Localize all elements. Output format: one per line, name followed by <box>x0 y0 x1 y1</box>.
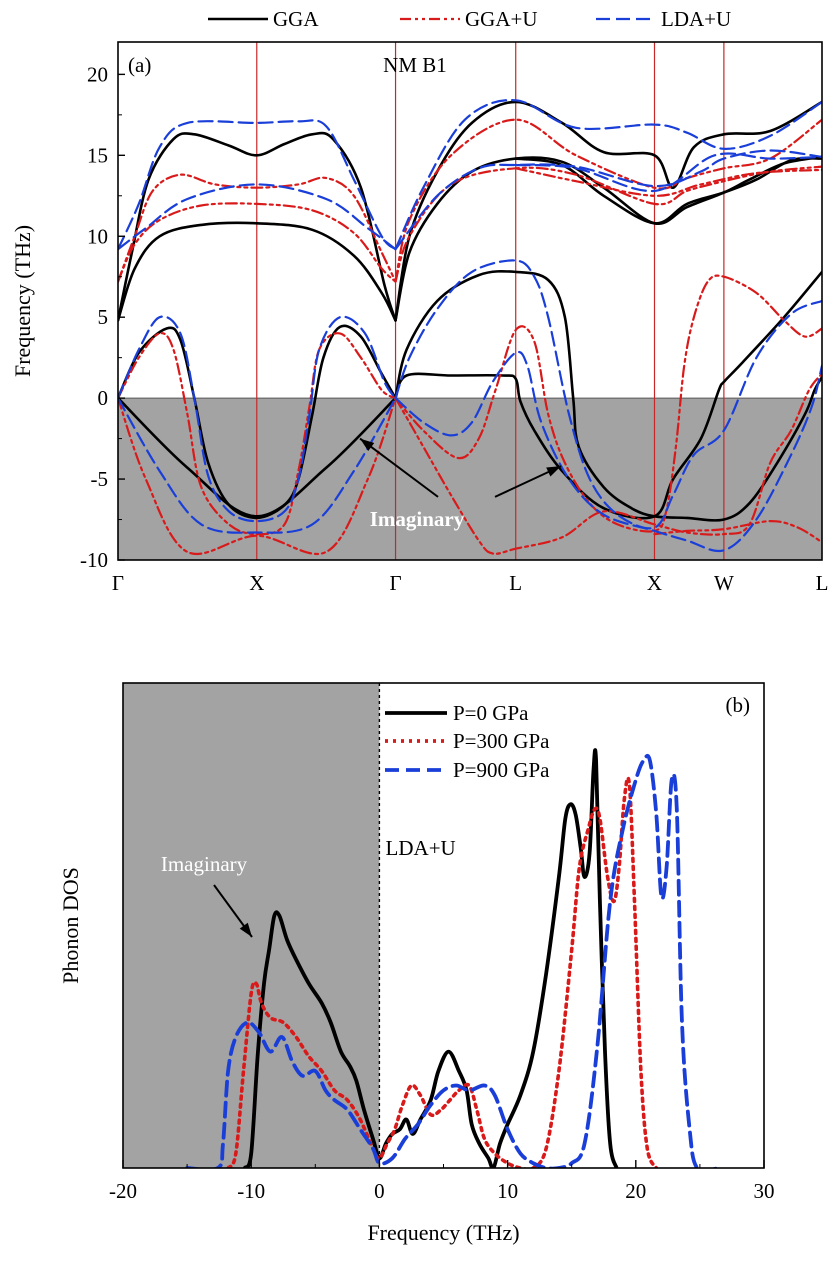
branch-1-2 <box>118 332 397 536</box>
x-tick-label-a-2: Γ <box>389 571 401 595</box>
y-tick-label-a-2: 0 <box>98 386 109 410</box>
dos-series-p-0-gpa <box>242 748 619 1168</box>
imaginary-label-a: Imaginary <box>370 507 465 531</box>
branch-0-6 <box>394 155 822 322</box>
branch-2-5 <box>394 259 822 530</box>
x-tick-label-a-4: X <box>647 571 662 595</box>
branch-0-3 <box>118 396 397 518</box>
branch-1-3 <box>118 397 397 555</box>
y-axis-label-b: Phonon DOS <box>58 867 83 984</box>
x-tick-label-a-5: W <box>714 571 734 595</box>
x-tick-label-b-4: 20 <box>625 1179 646 1203</box>
series-gga <box>118 100 822 522</box>
x-tick-label-a-1: X <box>249 571 264 595</box>
branch-2-3 <box>118 397 397 534</box>
branch-0-4 <box>394 269 822 522</box>
branch-1-1 <box>118 173 397 283</box>
legend-label-a-1: GGA+U <box>465 7 538 31</box>
legend-label-b-1: P=300 GPa <box>453 729 550 753</box>
branch-1-8 <box>394 118 822 283</box>
branch-1-7 <box>394 165 822 283</box>
phase-annotation-a: NM B1 <box>383 53 447 77</box>
x-axis-label-b: Frequency (THz) <box>367 1220 519 1245</box>
legend-label-a-0: GGA <box>273 7 319 31</box>
y-tick-label-a-4: 10 <box>87 224 108 248</box>
branch-1-9 <box>514 167 822 197</box>
dos-series-p-900-gpa <box>185 753 721 1168</box>
legend-panel-b: P=0 GPa P=300 GPa P=900 GPa <box>385 701 550 782</box>
branch-1-4 <box>394 274 822 533</box>
y-tick-label-a-1: -5 <box>91 467 109 491</box>
branch-2-8 <box>514 152 822 193</box>
legend-label-b-2: P=900 GPa <box>453 758 550 782</box>
series-lda-u <box>118 99 822 553</box>
imaginary-region-b <box>123 683 380 1168</box>
branch-0-8 <box>514 156 822 225</box>
imaginary-arrow-b <box>213 884 253 938</box>
branch-0-0 <box>118 221 397 322</box>
imaginary-label-b: Imaginary <box>161 852 248 876</box>
imaginary-arrow-left-head <box>360 438 375 451</box>
branch-2-0 <box>118 183 397 251</box>
panel-b-phonon-dos: -20 -10 0 10 20 30 Frequency (THz) Phonon DOS (b… <box>58 682 775 1245</box>
branch-0-7 <box>394 100 822 322</box>
branch-2-7 <box>394 99 822 251</box>
x-tick-label-a-6: L <box>816 571 829 595</box>
branch-1-6 <box>653 519 822 544</box>
x-tick-label-b-5: 30 <box>754 1179 775 1203</box>
dispersion-curves <box>118 99 822 555</box>
imaginary-arrow-left <box>359 437 439 498</box>
plot-frame-a <box>117 41 823 561</box>
y-tick-label-a-6: 20 <box>87 62 108 86</box>
x-tick-label-a-3: L <box>509 571 522 595</box>
imaginary-arrow-left-shaft <box>359 437 439 498</box>
legend-label-b-0: P=0 GPa <box>453 701 529 725</box>
branch-2-2 <box>118 315 397 523</box>
x-tick-label-b-0: -20 <box>109 1179 137 1203</box>
branch-0-5 <box>394 270 822 520</box>
legend-label-a-2: LDA+U <box>661 7 731 31</box>
x-tick-label-b-2: 0 <box>374 1179 385 1203</box>
branch-0-1 <box>118 131 397 322</box>
x-tick-label-a-0: Γ <box>112 571 124 595</box>
panel-label-b: (b) <box>726 693 751 717</box>
x-tick-label-b-1: -10 <box>237 1179 265 1203</box>
branch-2-4 <box>394 350 822 553</box>
y-tick-label-a-5: 15 <box>87 143 108 167</box>
legend-panel-a: GGA GGA+U LDA+U <box>208 7 731 31</box>
branch-1-5 <box>394 372 822 555</box>
y-tick-label-a-0: -10 <box>80 548 108 572</box>
method-annotation-b: LDA+U <box>386 836 456 860</box>
imaginary-arrow-right <box>494 465 562 498</box>
branch-2-1 <box>118 119 397 251</box>
branch-1-0 <box>118 202 397 283</box>
y-tick-label-a-3: 5 <box>98 305 109 329</box>
dos-curves <box>185 748 721 1168</box>
x-tick-label-b-3: 10 <box>497 1179 518 1203</box>
imaginary-region-a <box>118 398 822 560</box>
y-axis-label-a: Frequency (THz) <box>10 225 35 377</box>
imaginary-arrow-b-head <box>239 922 252 937</box>
panel-a-dispersion: -10 -5 0 5 10 15 20 Γ X Γ L X W L Frequency (THz) (a) NM… <box>10 41 829 595</box>
panel-label-a: (a) <box>128 53 151 77</box>
imaginary-arrow-right-head <box>546 466 561 477</box>
